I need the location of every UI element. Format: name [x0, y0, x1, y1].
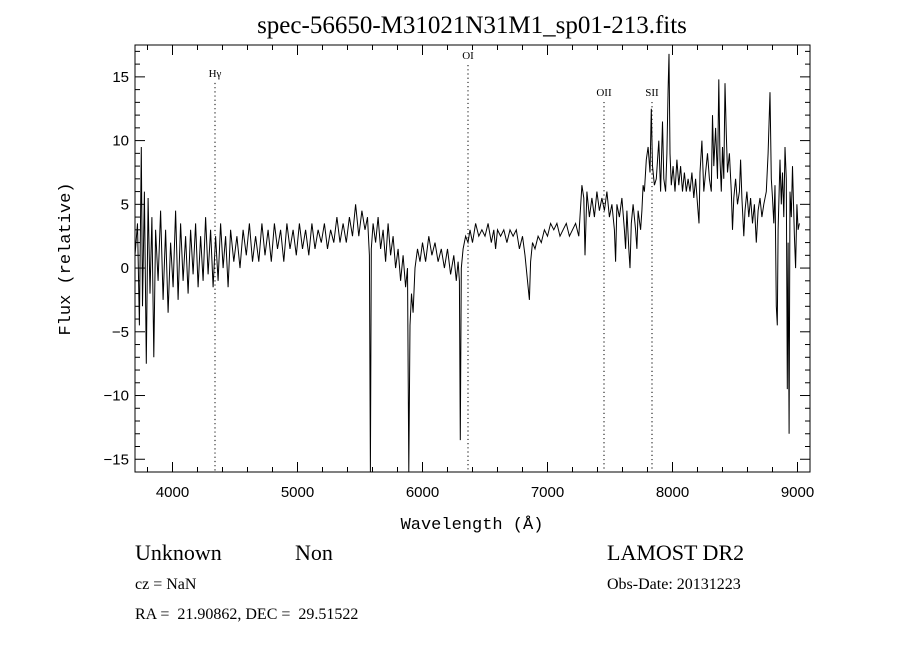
y-tick-label-5: 10 [112, 133, 129, 150]
y-tick-label-0: −15 [104, 451, 129, 468]
y-tick-label-3: 0 [121, 260, 129, 277]
y-tick-label-4: 5 [121, 196, 129, 213]
chart-title: spec-56650-M31021N31M1_sp01-213.fits [257, 12, 687, 39]
line-label-3: SII [645, 87, 659, 99]
spectrum-line [135, 53, 800, 472]
object-class-text: Unknown [135, 540, 222, 565]
y-tick-label-1: −10 [104, 388, 129, 405]
x-tick-label-1: 5000 [281, 484, 314, 501]
plot-area: Hγ OI OII SII 4000 5000 6000 7000 8000 9000 −15 −10… [104, 44, 814, 501]
obs-date-text: Obs-Date: 20131223 [607, 576, 741, 593]
plot-frame [134, 44, 811, 473]
line-label-2: OII [596, 87, 612, 99]
survey-text: LAMOST DR2 [607, 540, 744, 565]
y-tick-label-6: 15 [112, 69, 129, 86]
subclass-text: Non [295, 540, 333, 565]
y-axis-label: Flux (relative) [57, 182, 76, 335]
x-tick-label-5: 9000 [781, 484, 814, 501]
x-tick-label-2: 6000 [406, 484, 439, 501]
line-label-0: Hγ [209, 68, 222, 80]
x-axis-label: Wavelength (Å) [401, 516, 544, 535]
x-tick-label-4: 8000 [656, 484, 689, 501]
x-tick-label-3: 7000 [531, 484, 564, 501]
cz-text: cz = NaN [135, 576, 197, 593]
line-label-1: OI [462, 50, 474, 62]
x-tick-label-0: 4000 [156, 484, 189, 501]
coords-text: RA = 21.90862, DEC = 29.51522 [135, 606, 358, 623]
y-tick-label-2: −5 [112, 324, 129, 341]
